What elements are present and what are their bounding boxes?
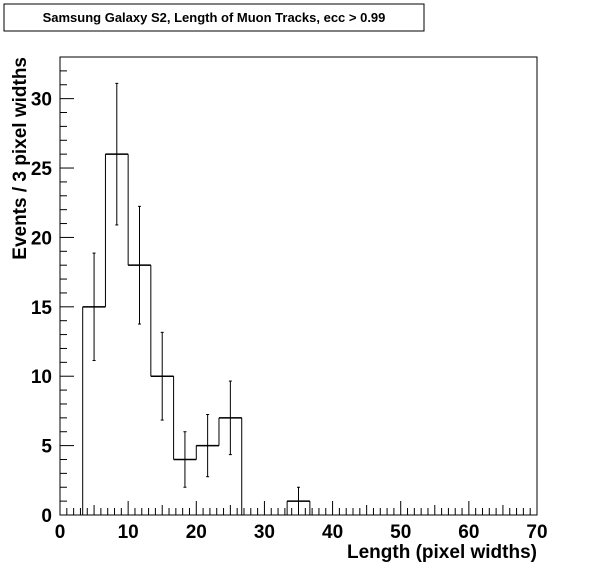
error-bar [218,380,242,456]
x-tick-label: 30 [254,522,275,543]
error-bar [287,486,310,516]
error-bar [173,431,197,488]
x-tick-label: 70 [526,522,547,543]
histogram-error-bars [82,82,310,516]
y-tick-label: 0 [41,506,52,527]
y-tick-label: 10 [31,367,52,388]
y-tick-label: 30 [31,90,52,111]
x-axis-title: Length (pixel widths) [347,542,537,563]
error-bar [150,331,174,421]
chart-title: Samsung Galaxy S2, Length of Muon Tracks… [43,10,386,25]
y-axis: 0 5 10 15 20 25 30 [31,56,74,527]
x-tick-label: 0 [55,522,66,543]
error-bar [105,82,129,226]
x-tick-label: 10 [118,522,139,543]
chart-title-box: Samsung Galaxy S2, Length of Muon Tracks… [3,3,425,32]
x-tick-label: 40 [322,522,343,543]
error-bar [82,252,106,362]
y-tick-label: 15 [31,298,53,319]
x-axis: 0 10 20 30 40 50 60 70 [55,501,548,543]
x-tick-label: 20 [186,522,207,543]
plot-frame [59,56,538,516]
y-tick-label: 5 [41,437,52,458]
error-bar [196,414,219,478]
y-tick-label: 20 [31,228,52,249]
title-frame [3,3,425,32]
x-tick-label: 50 [390,522,411,543]
error-bar [128,205,151,325]
x-tick-label: 60 [458,522,479,543]
y-axis-title: Events / 3 pixel widths [10,57,31,260]
y-tick-label: 25 [31,159,53,180]
